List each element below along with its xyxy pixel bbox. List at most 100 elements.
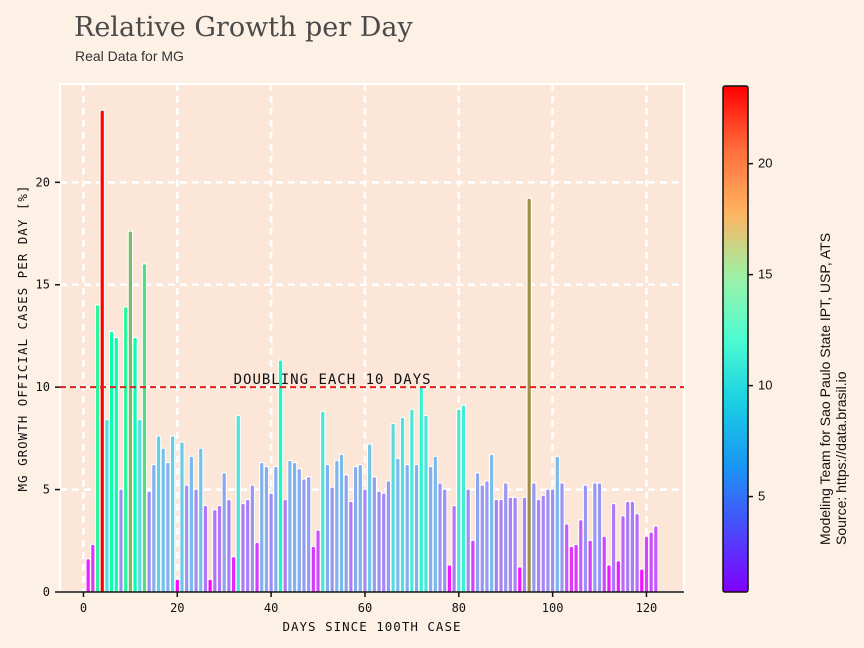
bar — [536, 499, 541, 592]
bar — [569, 546, 573, 592]
bar — [410, 409, 414, 592]
bar — [114, 338, 118, 592]
bar — [138, 419, 142, 592]
bar — [405, 465, 409, 592]
bar — [335, 460, 339, 592]
bar — [443, 489, 447, 592]
bar — [621, 516, 625, 592]
bar — [546, 489, 550, 592]
x-tick-label: 20 — [170, 601, 184, 615]
bar — [391, 424, 395, 592]
x-ticks: 0 20 40 60 80 100 120 — [80, 592, 657, 615]
bar — [222, 473, 226, 592]
bar — [579, 520, 583, 592]
bar — [307, 477, 311, 592]
x-tick-label: 100 — [542, 601, 564, 615]
bar — [213, 510, 217, 592]
bar — [208, 579, 212, 592]
bar — [485, 481, 489, 592]
bar — [396, 458, 400, 592]
bar — [316, 530, 320, 592]
bar — [593, 483, 597, 592]
bar — [471, 540, 475, 592]
bar — [635, 514, 639, 592]
bar — [292, 462, 297, 592]
bar — [105, 419, 109, 592]
bar — [330, 487, 334, 592]
bar — [522, 497, 527, 592]
y-tick-label: 20 — [36, 175, 50, 189]
bar — [227, 499, 231, 592]
bar — [288, 460, 292, 592]
chart-subtitle: Real Data for MG — [75, 48, 184, 64]
credit-line-1: Modeling Team for Sao Paulo State IPT, U… — [817, 233, 833, 545]
bar — [363, 489, 367, 592]
colorbar-tick-label: 10 — [758, 378, 772, 393]
bars — [85, 109, 659, 593]
bar — [171, 436, 175, 592]
bar — [438, 483, 442, 592]
bar — [180, 442, 184, 592]
bar — [344, 475, 348, 592]
bar — [147, 491, 151, 592]
bar — [321, 411, 325, 592]
bar — [414, 465, 419, 592]
y-tick-label: 5 — [43, 483, 50, 497]
bar — [264, 467, 269, 592]
bar — [194, 489, 198, 592]
y-tick-label: 15 — [36, 278, 50, 292]
bar — [110, 331, 114, 592]
bar — [602, 536, 606, 592]
bar — [297, 469, 301, 592]
bar — [156, 436, 161, 592]
bar — [583, 485, 588, 592]
bar — [368, 444, 372, 592]
bar — [513, 497, 517, 592]
bar — [119, 489, 123, 592]
bar — [447, 565, 452, 592]
bar — [588, 540, 592, 592]
bar — [494, 499, 498, 592]
bar — [260, 462, 264, 592]
bar — [95, 305, 100, 592]
bar — [607, 565, 611, 592]
bar — [142, 264, 147, 592]
bar — [518, 567, 522, 592]
bar — [185, 485, 189, 592]
colorbar-tick-label: 5 — [758, 489, 765, 504]
bar — [433, 456, 437, 592]
bar — [283, 499, 287, 592]
colorbar-tick-label: 20 — [758, 156, 772, 171]
bar — [555, 456, 559, 592]
bar — [377, 491, 381, 592]
colorbar-tick-label: 15 — [758, 267, 772, 282]
bar — [124, 307, 128, 592]
bar — [382, 493, 386, 592]
y-tick-label: 10 — [36, 380, 50, 394]
x-axis-label: DAYS SINCE 100TH CASE — [282, 619, 461, 634]
bar — [358, 465, 362, 592]
bar — [419, 387, 423, 592]
bar — [565, 524, 569, 592]
doubling-annotation: DOUBLING EACH 10 DAYS — [234, 372, 432, 388]
bar — [175, 579, 179, 592]
bar — [86, 559, 90, 592]
bar — [400, 417, 405, 592]
bar — [597, 483, 602, 592]
bar — [189, 456, 193, 592]
bar — [100, 110, 104, 593]
bar — [480, 485, 484, 592]
reference-line-group: DOUBLING EACH 10 DAYS — [60, 372, 684, 389]
y-tick-label: 0 — [43, 585, 50, 599]
colorbar-ticks: 5 10 15 20 — [748, 156, 772, 504]
bar — [199, 448, 203, 592]
bar — [203, 505, 208, 592]
bar — [274, 467, 278, 592]
x-tick-label: 80 — [452, 601, 466, 615]
y-axis-label: MG GROWTH OFFICIAL CASES PER DAY [%] — [15, 185, 30, 492]
bar — [278, 360, 283, 592]
bar — [386, 481, 391, 592]
credit-line-2: Source: https://data.brasil.io — [833, 371, 849, 545]
bar — [250, 485, 254, 592]
